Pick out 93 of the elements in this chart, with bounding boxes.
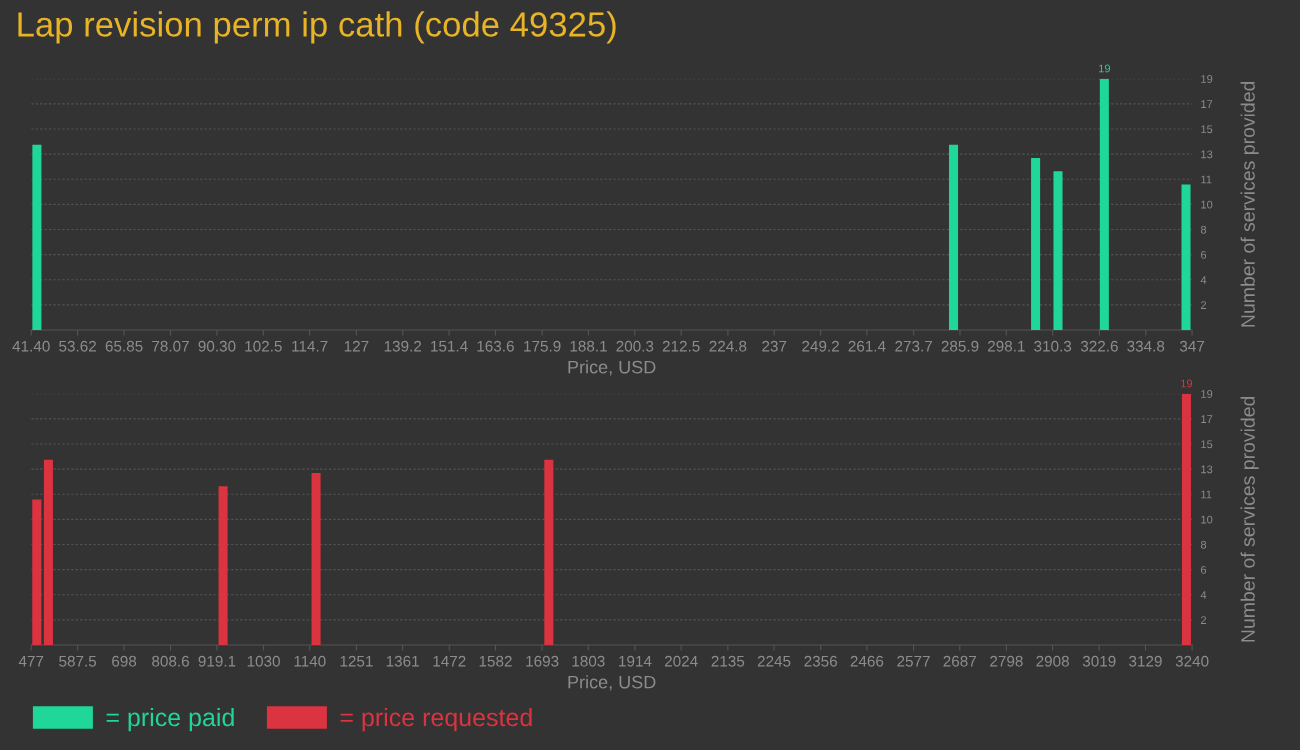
y-axis-title: Number of services provided bbox=[1240, 81, 1259, 327]
x-tick-label: 1361 bbox=[386, 655, 419, 667]
x-tick-label: 2798 bbox=[990, 655, 1023, 667]
x-tick-label: 114.7 bbox=[292, 340, 328, 352]
y-tick-label: 17 bbox=[1201, 100, 1213, 108]
y-tick-label: 8 bbox=[1200, 540, 1207, 549]
y-tick-label: 10 bbox=[1201, 515, 1213, 524]
x-tick-label: 175.9 bbox=[524, 340, 561, 352]
x-tick-label: 310.3 bbox=[1034, 340, 1072, 352]
y-tick-label: 4 bbox=[1200, 591, 1207, 599]
bar bbox=[544, 459, 554, 645]
y-tick-label: 6 bbox=[1201, 250, 1207, 259]
y-tick-label: 13 bbox=[1201, 465, 1213, 474]
y-tick-label: 13 bbox=[1201, 150, 1213, 159]
y-tick-label: 2 bbox=[1200, 616, 1207, 624]
y-tick-label: 17 bbox=[1201, 415, 1213, 423]
y-tick-label: 2 bbox=[1200, 301, 1207, 309]
x-tick-label: 163.6 bbox=[477, 340, 514, 352]
x-tick-label: 1140 bbox=[294, 655, 326, 667]
x-tick-label: 261.4 bbox=[848, 340, 886, 352]
y-axis-title: Number of services provided bbox=[1240, 396, 1259, 642]
x-tick-label: 224.8 bbox=[709, 340, 747, 352]
x-tick-label: 2135 bbox=[711, 655, 745, 667]
y-tick-label: 10 bbox=[1201, 200, 1213, 209]
x-tick-label: 1693 bbox=[526, 655, 559, 667]
y-tick-label: 15 bbox=[1201, 440, 1213, 449]
x-tick-label: 1251 bbox=[340, 655, 373, 667]
x-tick-label: 3240 bbox=[1175, 655, 1209, 667]
bar bbox=[32, 144, 42, 330]
legend-label: = price paid bbox=[106, 707, 234, 732]
bar bbox=[311, 473, 321, 645]
legend-label: = price requested bbox=[340, 707, 532, 732]
x-tick-label: 2024 bbox=[664, 655, 698, 667]
y-tick-label: 4 bbox=[1200, 276, 1207, 284]
data-label: 19 bbox=[1181, 379, 1193, 388]
x-tick-label: 102.5 bbox=[245, 340, 282, 352]
x-tick-label: 587.5 bbox=[59, 655, 97, 667]
x-tick-label: 2908 bbox=[1036, 655, 1069, 667]
x-tick-label: 53.62 bbox=[59, 340, 96, 352]
x-tick-label: 1914 bbox=[619, 655, 652, 667]
bar bbox=[43, 459, 53, 645]
x-tick-label: 1472 bbox=[433, 655, 466, 667]
y-tick-label: 6 bbox=[1201, 565, 1207, 574]
x-tick-label: 298.1 bbox=[988, 340, 1025, 352]
bar bbox=[1181, 184, 1191, 330]
y-tick-label: 15 bbox=[1201, 125, 1213, 134]
x-tick-label: 90.30 bbox=[198, 340, 236, 352]
y-tick-label: 8 bbox=[1200, 225, 1207, 234]
x-tick-label: 188.1 bbox=[570, 340, 607, 352]
x-tick-label: 237 bbox=[762, 340, 787, 352]
x-axis-title: Price, USD bbox=[568, 360, 656, 376]
chart-title: Lap revision perm ip cath (code 49325) bbox=[18, 11, 616, 44]
bar bbox=[218, 486, 228, 645]
x-axis-title: Price, USD bbox=[568, 675, 656, 691]
x-tick-label: 3129 bbox=[1129, 655, 1162, 667]
x-tick-label: 2466 bbox=[850, 655, 884, 667]
x-tick-label: 285.9 bbox=[941, 340, 979, 352]
x-tick-label: 2356 bbox=[804, 655, 837, 667]
bar bbox=[32, 499, 42, 645]
x-tick-label: 2577 bbox=[897, 655, 930, 667]
y-tick-label: 11 bbox=[1201, 490, 1212, 499]
x-tick-label: 41.40 bbox=[12, 340, 50, 352]
x-tick-label: 1030 bbox=[247, 655, 280, 667]
x-tick-label: 919.1 bbox=[198, 655, 236, 667]
x-tick-label: 698 bbox=[112, 655, 137, 667]
x-tick-label: 139.2 bbox=[384, 340, 422, 352]
x-tick-label: 2245 bbox=[757, 655, 791, 667]
bar bbox=[1031, 158, 1041, 330]
x-tick-label: 334.8 bbox=[1127, 340, 1165, 352]
x-tick-label: 1582 bbox=[479, 655, 512, 667]
x-tick-label: 3019 bbox=[1082, 655, 1116, 667]
x-tick-label: 78.07 bbox=[152, 340, 189, 352]
bar bbox=[1053, 171, 1063, 330]
bar bbox=[1181, 393, 1191, 645]
x-tick-label: 151.4 bbox=[431, 340, 468, 352]
x-tick-label: 200.3 bbox=[616, 340, 654, 352]
data-label: 19 bbox=[1099, 64, 1110, 73]
bar bbox=[949, 144, 959, 330]
x-tick-label: 127 bbox=[344, 340, 369, 352]
y-tick-label: 19 bbox=[1201, 75, 1213, 83]
x-tick-label: 273.7 bbox=[895, 340, 932, 352]
x-tick-label: 212.5 bbox=[662, 340, 700, 352]
x-tick-label: 477 bbox=[18, 655, 44, 667]
x-tick-label: 322.6 bbox=[1080, 340, 1118, 352]
x-tick-label: 2687 bbox=[943, 655, 976, 667]
x-tick-label: 65.85 bbox=[105, 340, 143, 352]
bar bbox=[1099, 78, 1109, 330]
x-tick-label: 1803 bbox=[572, 655, 605, 667]
y-tick-label: 11 bbox=[1201, 175, 1212, 184]
x-tick-label: 347 bbox=[1179, 340, 1205, 352]
x-tick-label: 249.2 bbox=[802, 340, 839, 352]
x-tick-label: 808.6 bbox=[152, 655, 189, 667]
y-tick-label: 19 bbox=[1201, 390, 1213, 398]
